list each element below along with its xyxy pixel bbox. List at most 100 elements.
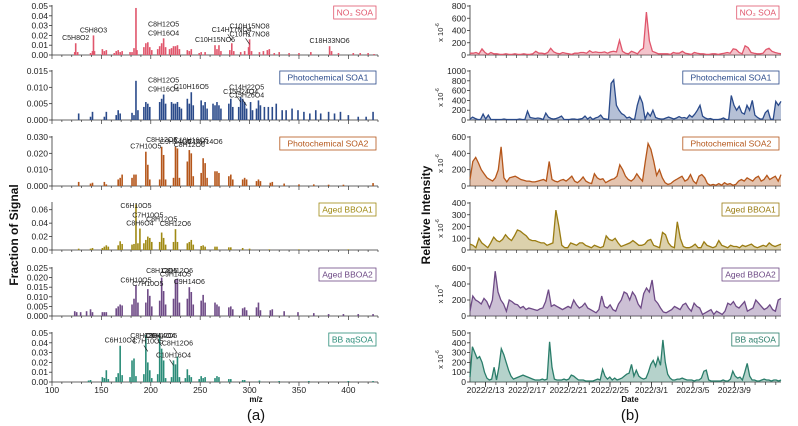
peak-bar xyxy=(162,94,165,120)
y-tick-label: 0.02 xyxy=(31,232,48,242)
peak-bar xyxy=(156,49,159,55)
peak-bar xyxy=(308,381,310,382)
peak-bar xyxy=(174,103,177,120)
y-tick-label: 0.06 xyxy=(31,205,48,215)
y-tick-label: 0.025 xyxy=(27,263,49,273)
peak-bar xyxy=(310,52,312,55)
y-tick-label: 0.05 xyxy=(31,328,48,338)
peak-bar xyxy=(137,110,139,120)
peak-bar xyxy=(117,179,119,186)
peak-bar xyxy=(204,163,206,186)
peak-bar xyxy=(352,53,355,55)
y-tick-label: 0.04 xyxy=(31,338,48,348)
peak-bar xyxy=(149,179,151,186)
peak-arrow xyxy=(143,345,149,352)
y-tick-label: 500 xyxy=(452,328,466,338)
peak-bar xyxy=(137,243,139,250)
peak-bar xyxy=(250,51,253,55)
peak-bar xyxy=(91,182,94,186)
peak-bar xyxy=(89,53,92,55)
peak-bar xyxy=(103,51,106,55)
series-area xyxy=(470,271,781,316)
peak-bar xyxy=(176,356,179,382)
peak-bar xyxy=(204,377,206,382)
peak-bar xyxy=(190,239,193,250)
y-tick-label: 800 xyxy=(452,1,466,11)
y-tick-label: 0.00 xyxy=(31,245,48,255)
y-tick-label: 0 xyxy=(461,377,466,387)
peak-bar xyxy=(190,153,193,186)
peak-bar xyxy=(298,184,300,186)
peak-bar xyxy=(216,171,218,186)
peak-bar xyxy=(133,115,135,120)
peak-bar xyxy=(115,51,118,55)
peak-bar xyxy=(147,103,149,120)
peak-bar xyxy=(172,241,175,250)
peak-bar xyxy=(372,111,374,120)
peak-bar xyxy=(180,108,183,120)
scale-label: x 10-6 xyxy=(435,284,445,303)
peak-bar xyxy=(330,51,333,55)
scale-exponent: -6 xyxy=(435,154,441,159)
peak-bar xyxy=(204,302,206,316)
legend-box xyxy=(682,70,780,85)
peak-bar xyxy=(89,309,92,316)
peak-bar xyxy=(214,45,216,55)
peak-bar xyxy=(202,105,204,120)
legend-label: Aged BBOA1 xyxy=(322,205,373,215)
peak-bar xyxy=(143,243,145,250)
y-tick-label: 0.04 xyxy=(31,11,48,21)
y-tick-label: 200 xyxy=(452,222,466,232)
peak-bar xyxy=(178,177,181,186)
peak-label: C7H10O5 xyxy=(130,144,161,151)
peak-bar xyxy=(103,181,106,186)
legend-box xyxy=(318,267,377,282)
peak-bar xyxy=(103,116,106,120)
peak-bar xyxy=(357,116,360,120)
peak-bar xyxy=(202,245,204,250)
peak-bar xyxy=(218,45,220,55)
peak-bar xyxy=(150,306,153,316)
peak-bar xyxy=(91,51,94,55)
x-tick-label: 2022/2/25 xyxy=(591,385,629,395)
legend-label: Photochemical SOA1 xyxy=(288,73,369,83)
peak-bar xyxy=(214,378,216,382)
peak-bar xyxy=(76,52,79,55)
peak-bar xyxy=(230,174,232,186)
peak-bar xyxy=(172,360,175,382)
peak-arrow xyxy=(245,30,250,37)
y-tick-label: 0.02 xyxy=(31,357,48,367)
peak-bar xyxy=(327,111,330,120)
peak-bar xyxy=(172,177,175,186)
peak-bar xyxy=(107,246,110,250)
y-tick-label: 0.005 xyxy=(27,99,49,109)
y-tick-label: 200 xyxy=(452,295,466,305)
peak-bar xyxy=(162,360,165,382)
peak-bar xyxy=(147,362,149,382)
peak-bar xyxy=(105,184,108,186)
peak-bar xyxy=(143,47,145,55)
peak-label: C9H14O5 xyxy=(160,139,191,146)
y-tick-label: 0 xyxy=(461,115,466,125)
legend-box xyxy=(721,202,780,217)
peak-bar xyxy=(149,295,151,316)
peak-label: C8H12O6 xyxy=(162,268,193,275)
peak-bar xyxy=(243,102,246,120)
peak-bar xyxy=(281,110,283,120)
peak-bar xyxy=(105,111,108,120)
peak-bar xyxy=(192,244,195,250)
scale-exponent: -6 xyxy=(435,219,441,224)
peak-bar xyxy=(239,52,242,55)
peak-bar xyxy=(115,115,118,120)
peak-bar xyxy=(188,287,191,316)
peak-bar xyxy=(170,102,173,120)
y-tick-label: 0 xyxy=(461,311,466,321)
y-tick-label: 0.005 xyxy=(27,301,49,311)
peak-bar xyxy=(176,241,179,250)
x-tick-label: 400 xyxy=(341,385,355,395)
peak-bar xyxy=(119,304,121,316)
peak-bar xyxy=(147,289,149,316)
